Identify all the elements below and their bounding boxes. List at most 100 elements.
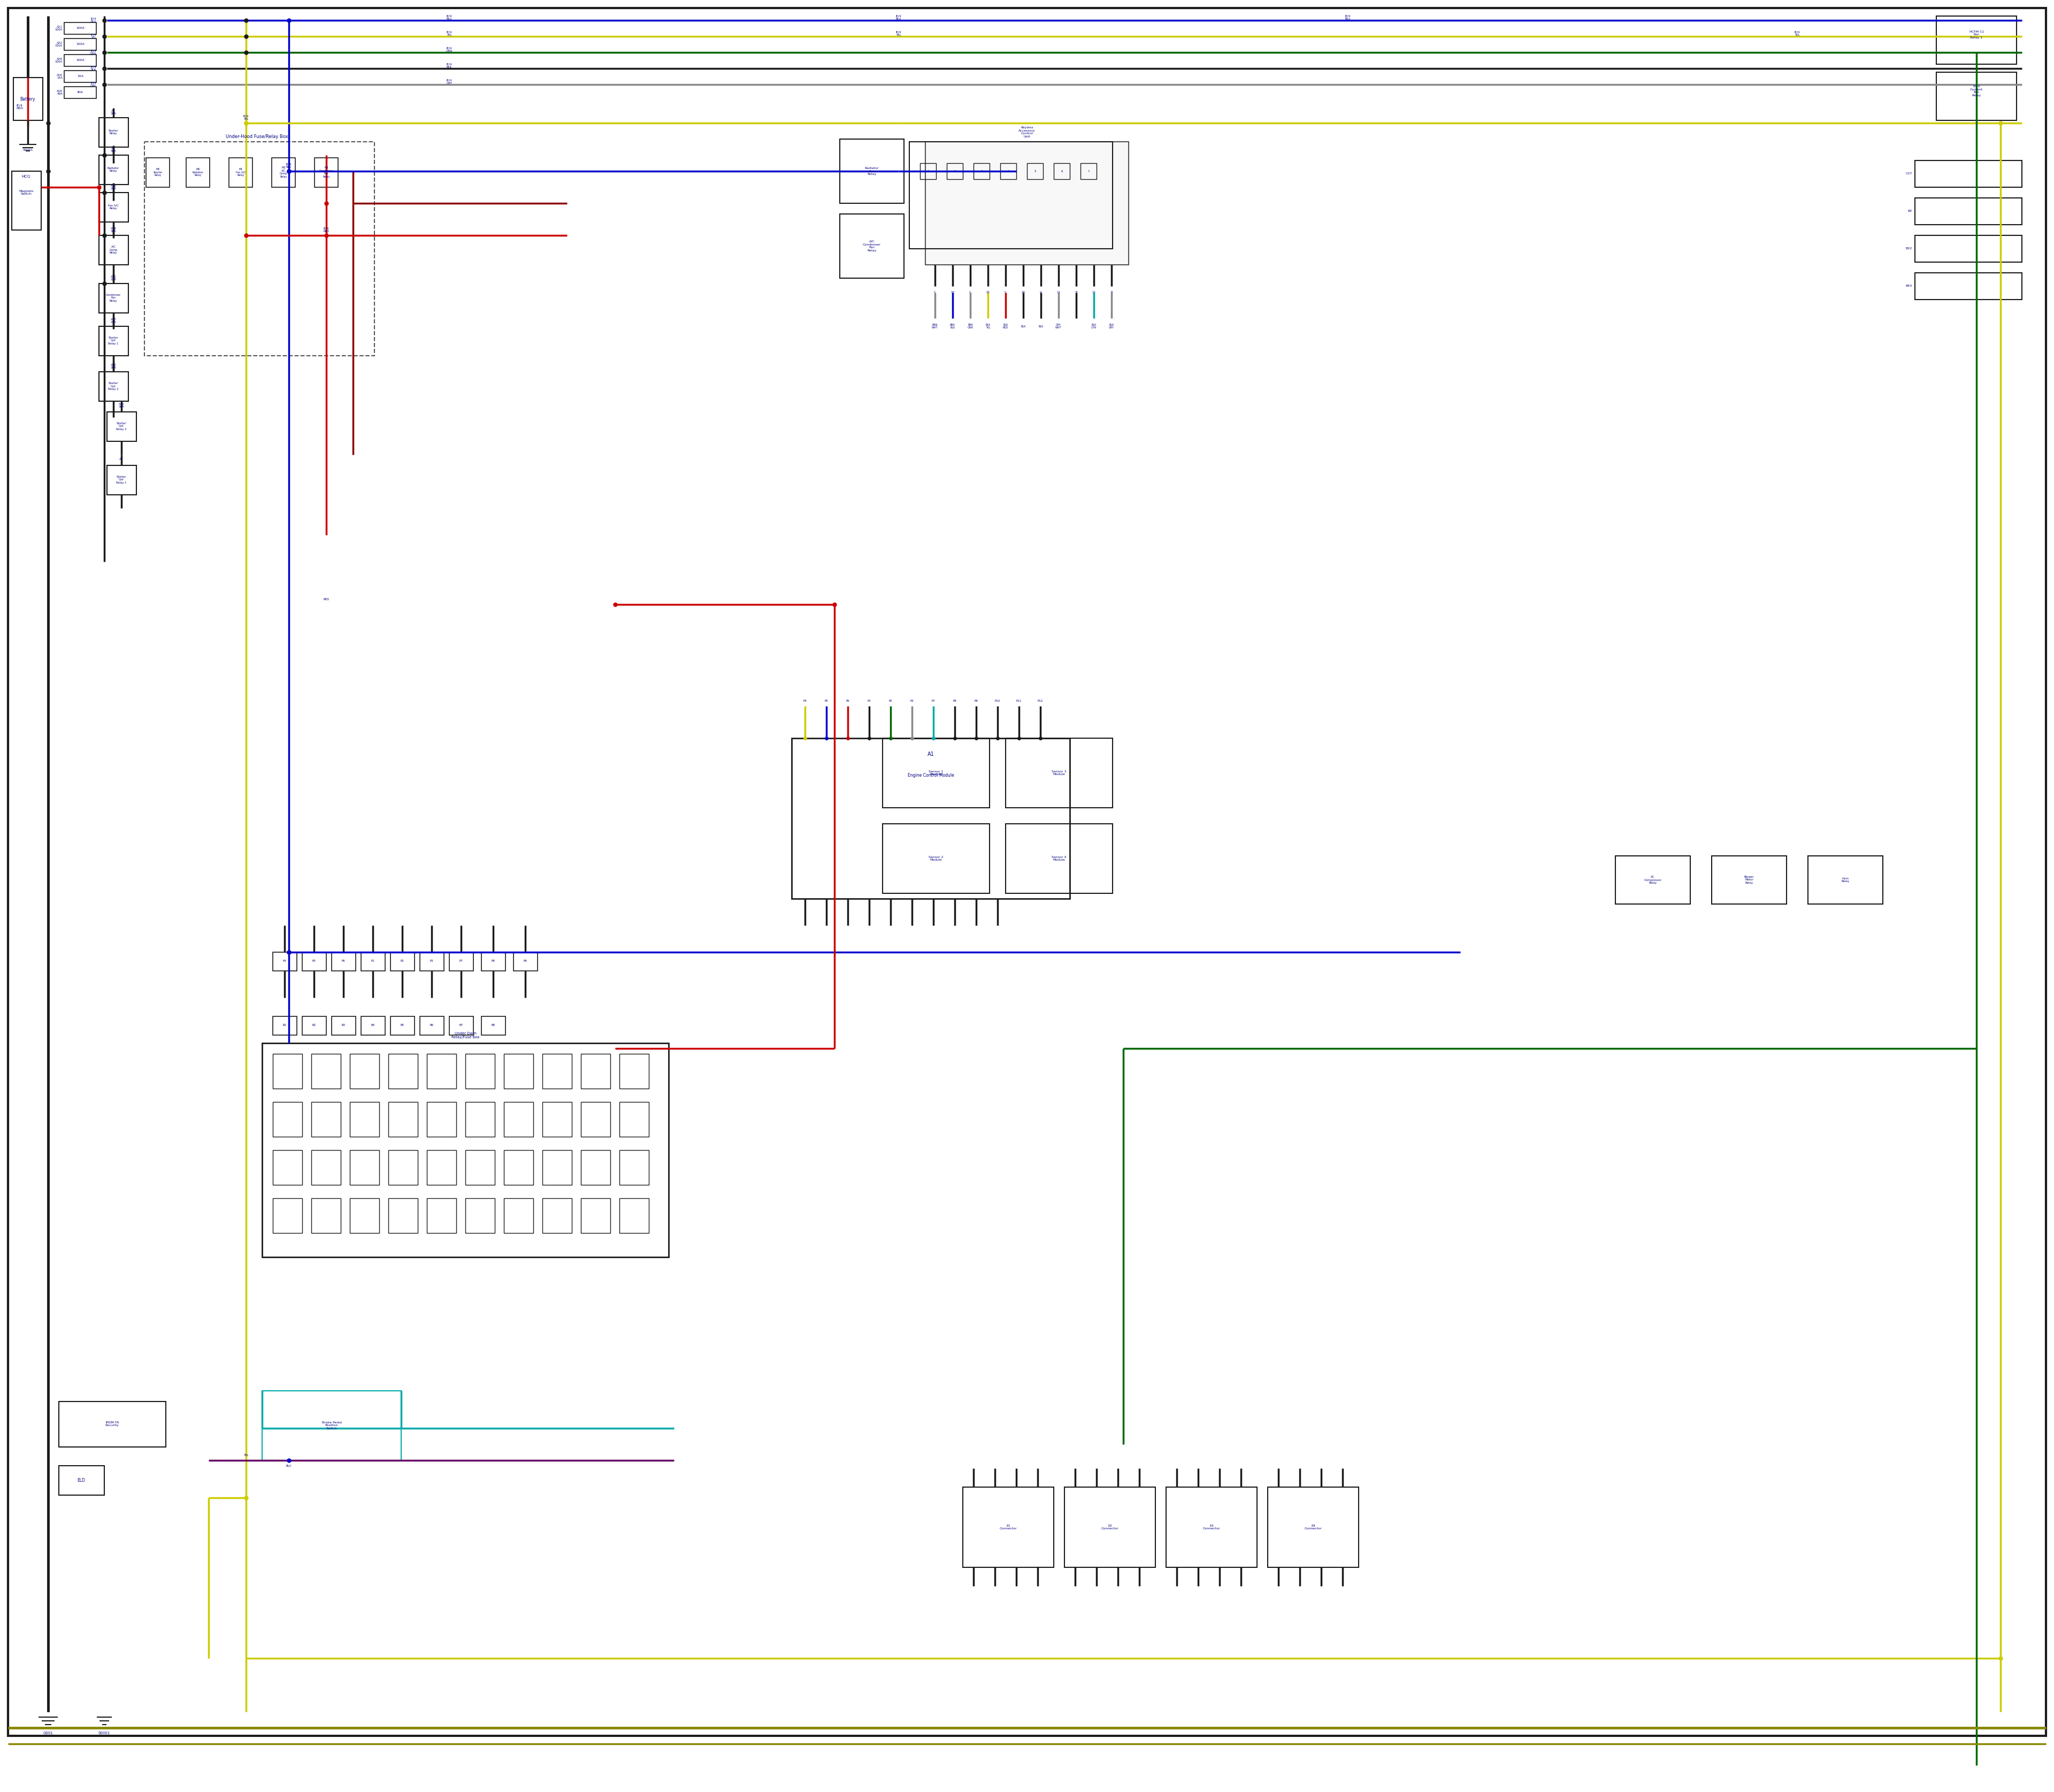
Text: RED: RED <box>322 599 329 600</box>
Text: B1: B1 <box>283 1023 286 1027</box>
Bar <box>542 1054 571 1088</box>
Text: IE/4
BLU: IE/4 BLU <box>896 14 902 20</box>
Text: BLK
GRY: BLK GRY <box>1109 323 1113 330</box>
Text: Magneto
Switch: Magneto Switch <box>18 190 33 195</box>
Bar <box>581 1199 610 1233</box>
Bar <box>974 163 990 179</box>
Text: Sensor 4
Module: Sensor 4 Module <box>1052 855 1066 862</box>
Text: IE/4
YEL: IE/4 YEL <box>446 30 452 36</box>
Bar <box>1937 72 2017 120</box>
Bar <box>514 952 538 971</box>
Text: 11: 11 <box>1056 292 1060 294</box>
Bar <box>12 172 41 229</box>
Bar <box>99 283 127 314</box>
Text: P4: P4 <box>803 699 807 702</box>
Text: HCFM-11
Fan
Relay 1: HCFM-11 Fan Relay 1 <box>1970 30 1984 39</box>
Text: C37: C37 <box>1906 172 1912 176</box>
Bar <box>362 952 386 971</box>
Text: 15A: 15A <box>78 75 84 77</box>
Text: 10: 10 <box>951 292 955 294</box>
Bar <box>273 1150 302 1185</box>
Bar <box>273 1016 298 1036</box>
Text: A22
150A: A22 150A <box>55 41 62 47</box>
Text: IE/4
BLU: IE/4 BLU <box>90 18 97 23</box>
Bar <box>1167 1487 1257 1568</box>
Bar <box>312 1150 341 1185</box>
Bar <box>64 38 97 50</box>
Text: A29
100A: A29 100A <box>55 57 62 63</box>
Text: IE/4
YEL: IE/4 YEL <box>896 30 902 36</box>
Bar <box>503 1054 534 1088</box>
Text: BRK
BLU: BRK BLU <box>949 323 955 330</box>
Text: Blower
Motor
Relay: Blower Motor Relay <box>1744 876 1754 885</box>
Bar <box>146 158 170 186</box>
Text: B2: B2 <box>312 1023 316 1027</box>
Text: IE/4
BLK: IE/4 BLK <box>446 63 452 68</box>
Text: IE/4
GRY: IE/4 GRY <box>446 79 452 84</box>
Bar <box>620 1150 649 1185</box>
Text: A11
15A: A11 15A <box>111 276 117 281</box>
Bar <box>312 1199 341 1233</box>
Bar <box>1054 163 1070 179</box>
Text: B43: B43 <box>1906 285 1912 287</box>
Text: IE/4
GRY: IE/4 GRY <box>90 82 97 88</box>
Bar <box>99 118 127 147</box>
Bar <box>390 1016 415 1036</box>
Text: E4
Connector: E4 Connector <box>1304 1525 1323 1530</box>
Text: IE/4
GRN: IE/4 GRN <box>446 47 452 52</box>
Bar <box>450 952 472 971</box>
Text: Sensor 1
Module: Sensor 1 Module <box>928 771 943 776</box>
Bar <box>910 142 1113 249</box>
Bar <box>620 1199 649 1233</box>
Bar <box>273 1102 302 1136</box>
Bar <box>466 1102 495 1136</box>
Text: A8: A8 <box>119 457 123 461</box>
Text: A/C
Condenser
Fan
Relay: A/C Condenser Fan Relay <box>863 240 881 253</box>
Bar <box>450 1016 472 1036</box>
Bar <box>314 158 339 186</box>
Text: BRK
ORN: BRK ORN <box>967 323 974 330</box>
Text: A42
30A: A42 30A <box>111 364 117 369</box>
Text: B4: B4 <box>372 1023 374 1027</box>
Bar <box>542 1150 571 1185</box>
Bar <box>263 1391 401 1460</box>
Text: M1
Fan A/C
Relay: M1 Fan A/C Relay <box>236 168 246 177</box>
Text: Starter
Coil
Relay 1: Starter Coil Relay 1 <box>117 475 127 484</box>
Text: Under Dash
Relay/Fuse Box: Under Dash Relay/Fuse Box <box>452 1032 479 1039</box>
Bar <box>331 1016 355 1036</box>
Bar <box>60 1401 166 1446</box>
Bar <box>312 1054 341 1088</box>
Text: 24: 24 <box>1021 292 1025 294</box>
Bar <box>1914 197 2021 224</box>
Bar <box>791 738 1070 898</box>
Bar <box>273 952 298 971</box>
Text: Sensor 3
Module: Sensor 3 Module <box>1052 771 1066 776</box>
Text: A3
30A: A3 30A <box>111 109 117 115</box>
Text: P1: P1 <box>867 699 871 702</box>
Bar <box>926 142 1128 265</box>
Bar <box>542 1102 571 1136</box>
Text: A39
30A: A39 30A <box>111 228 117 233</box>
Bar <box>64 86 97 99</box>
Text: 150A: 150A <box>76 43 84 47</box>
Text: 12: 12 <box>1093 292 1095 294</box>
Text: B7: B7 <box>460 1023 462 1027</box>
Bar <box>542 1199 571 1233</box>
Text: Starter
Relay: Starter Relay <box>109 129 119 134</box>
Bar <box>302 1016 327 1036</box>
Bar <box>1914 161 2021 186</box>
Bar <box>947 163 963 179</box>
Bar <box>302 952 327 971</box>
Text: BT-0
Coolant
Fan
Relay: BT-0 Coolant Fan Relay <box>1970 84 1982 97</box>
Bar <box>388 1150 417 1185</box>
Text: HCI1: HCI1 <box>23 176 31 177</box>
Text: E3
Connector: E3 Connector <box>1204 1525 1220 1530</box>
Bar <box>883 824 990 894</box>
Text: P12: P12 <box>1037 699 1043 702</box>
Bar <box>581 1054 610 1088</box>
Text: Starter
Coil
Relay 2: Starter Coil Relay 2 <box>117 421 127 430</box>
Text: 22: 22 <box>986 292 990 294</box>
Bar <box>466 1199 495 1233</box>
Bar <box>883 738 990 808</box>
Text: IE/4
YEL: IE/4 YEL <box>1795 30 1799 36</box>
